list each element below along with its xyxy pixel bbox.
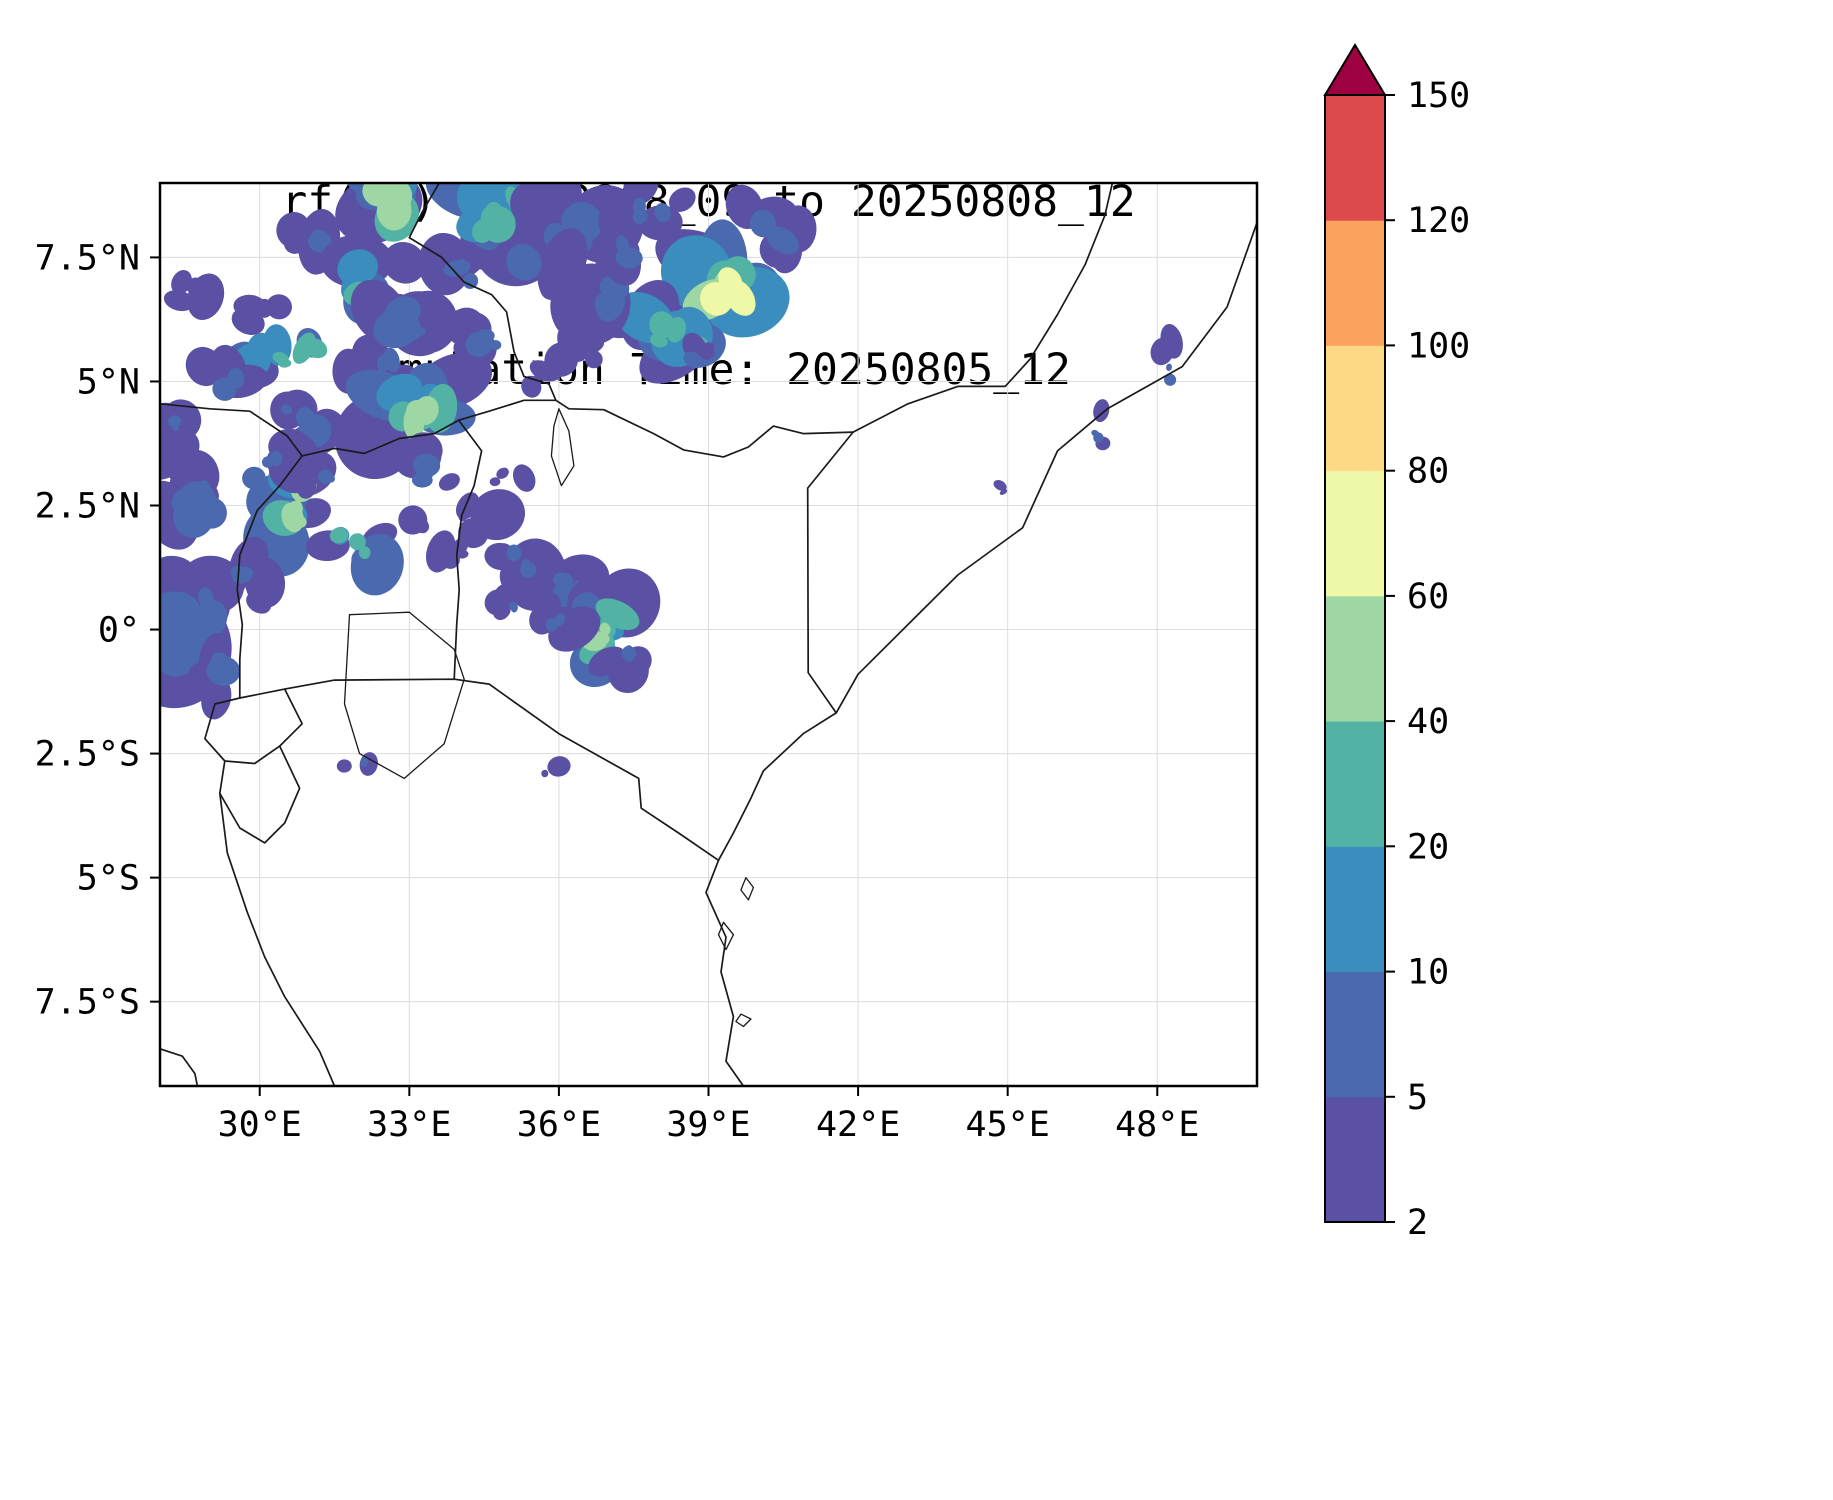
lake-outline <box>550 408 575 487</box>
rainfall-field <box>160 183 1183 778</box>
x-tick-label: 48°E <box>1115 1105 1199 1145</box>
colorbar: 2 5 10 20 40 60 80 100 120 150 <box>1323 43 1470 1243</box>
island-outline <box>735 1013 752 1028</box>
axis-labels: 30°E 33°E 36°E 39°E 42°E 45°E 48°E 7.5°N 5°N 2.5°… <box>35 238 1200 1145</box>
colorbar-segment <box>1325 220 1385 346</box>
colorbar-label: 120 <box>1407 201 1470 241</box>
lake-outline <box>343 611 465 780</box>
country-borders <box>160 183 1257 1086</box>
colorbar-segment <box>1325 595 1385 722</box>
coastline <box>705 221 1257 1086</box>
y-tick-label: 7.5°S <box>35 983 140 1023</box>
island-outline <box>717 921 735 951</box>
colorbar-extend-triangle <box>1323 43 1387 96</box>
colorbar-label: 10 <box>1407 953 1449 993</box>
colorbar-segment <box>1325 971 1385 1098</box>
x-tick-label: 36°E <box>517 1105 601 1145</box>
colorbar-label: 20 <box>1407 827 1449 867</box>
y-tick-label: 5°S <box>77 859 140 899</box>
colorbar-segment <box>1325 95 1385 221</box>
island-outline <box>740 876 755 901</box>
colorbar-segment <box>1325 846 1385 972</box>
y-tick-label: 0° <box>98 611 140 651</box>
x-tick-label: 30°E <box>218 1105 302 1145</box>
axis-ticks <box>150 256 1159 1096</box>
y-tick-label: 2.5°N <box>35 487 140 527</box>
colorbar-label: 150 <box>1407 76 1470 116</box>
colorbar-label: 80 <box>1407 452 1449 492</box>
gridlines <box>160 183 1257 1086</box>
x-tick-label: 42°E <box>816 1105 900 1145</box>
colorbar-segment <box>1325 470 1385 597</box>
y-tick-label: 5°N <box>77 362 140 402</box>
colorbar-segment <box>1325 345 1385 472</box>
colorbar-segment <box>1325 721 1385 847</box>
colorbar-segment <box>1325 1096 1385 1223</box>
colorbar-label: 40 <box>1407 702 1449 742</box>
colorbar-label: 60 <box>1407 577 1449 617</box>
x-tick-label: 39°E <box>666 1105 750 1145</box>
colorbar-label: 100 <box>1407 326 1470 366</box>
x-tick-label: 45°E <box>966 1105 1050 1145</box>
colorbar-label: 2 <box>1407 1203 1428 1243</box>
colorbar-label: 5 <box>1407 1078 1428 1118</box>
y-tick-label: 7.5°N <box>35 238 140 278</box>
y-tick-label: 2.5°S <box>35 735 140 775</box>
x-tick-label: 33°E <box>367 1105 451 1145</box>
